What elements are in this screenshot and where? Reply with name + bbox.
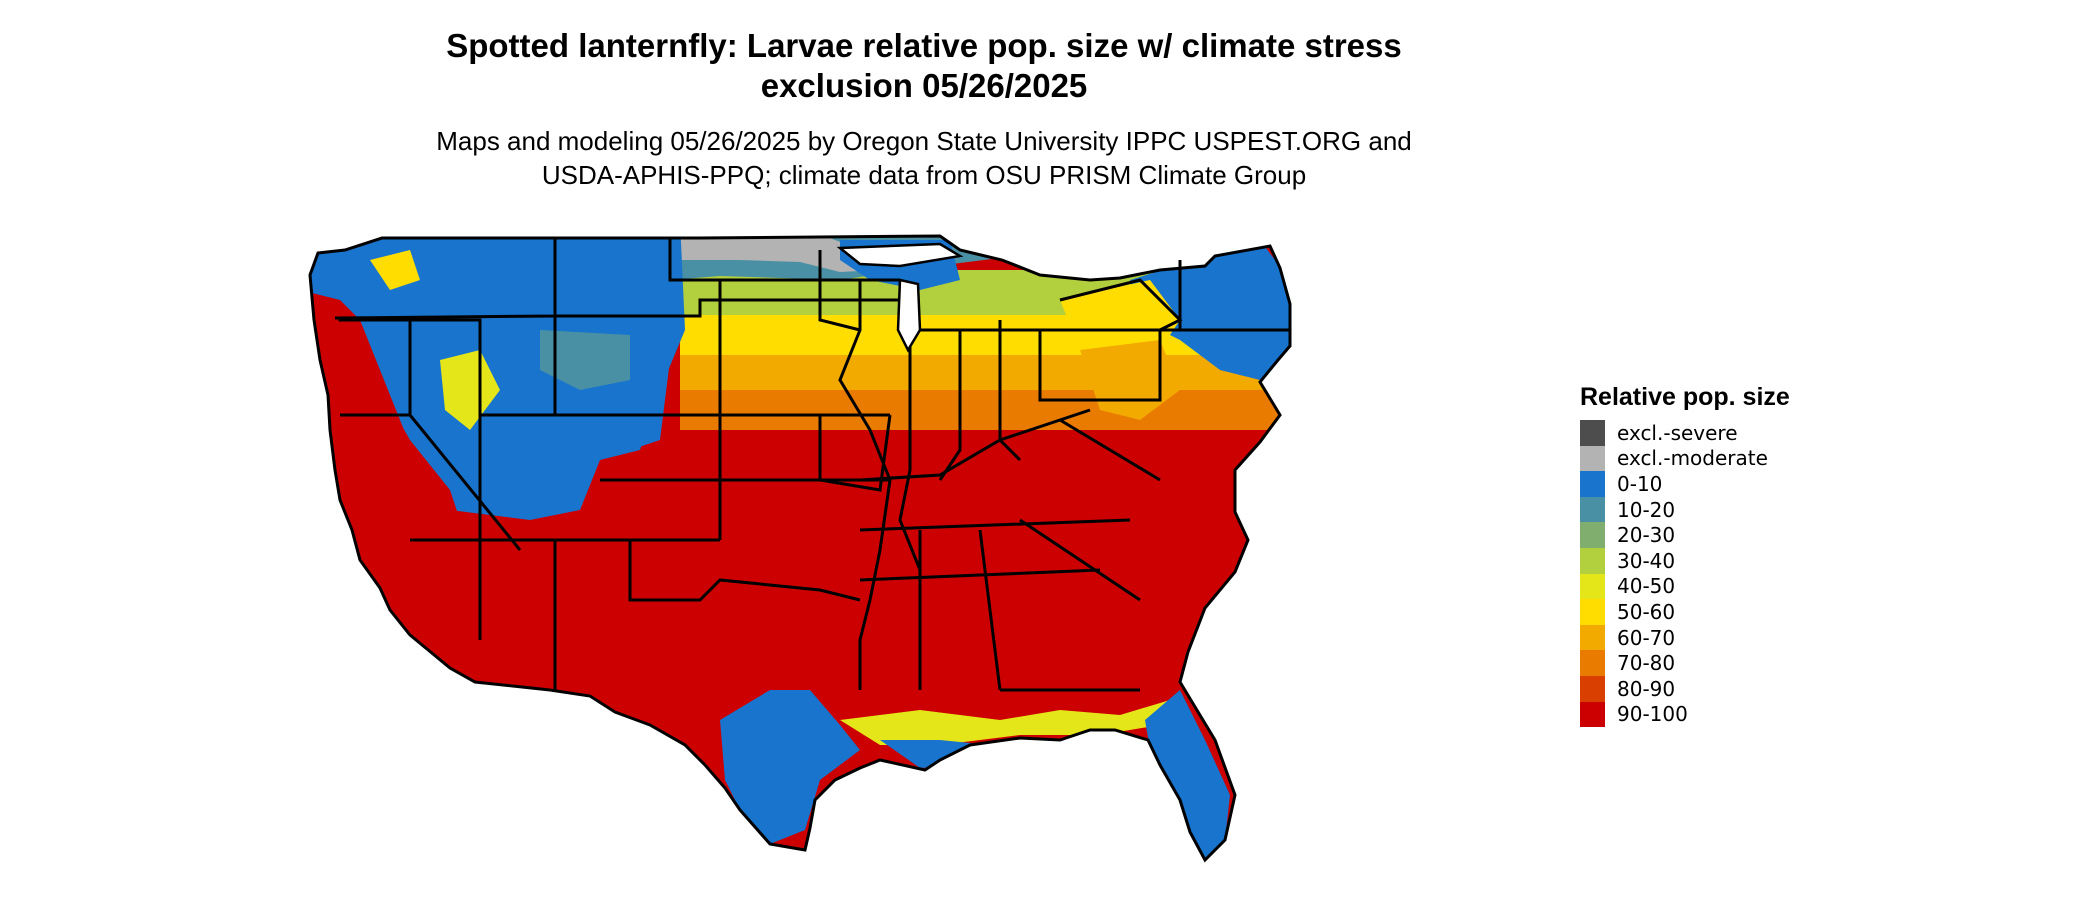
legend-label: 50-60	[1617, 599, 1676, 624]
zone-florida-blue	[1145, 690, 1230, 860]
zone-california-hot	[330, 330, 460, 560]
zone-southwest-hot	[450, 510, 600, 620]
legend-swatch	[1580, 522, 1605, 548]
legend-label: 80-90	[1617, 676, 1676, 701]
zone-excluded-north	[580, 236, 880, 272]
legend-swatch	[1580, 420, 1605, 446]
legend-swatch	[1580, 599, 1605, 625]
map-title-line-1: Spotted lanternfly: Larvae relative pop.…	[446, 27, 1402, 64]
legend-label: 40-50	[1617, 574, 1676, 599]
border-wisconsin	[818, 250, 861, 332]
border-alabama-georgia	[978, 529, 1002, 691]
legend-label: excl.-moderate	[1617, 446, 1768, 471]
legend-label: 90-100	[1617, 702, 1688, 727]
map-title: Spotted lanternfly: Larvae relative pop.…	[0, 26, 1848, 106]
border-newyork	[1059, 278, 1183, 332]
legend-row: 90-100	[1580, 701, 1790, 728]
legend-swatch	[1580, 445, 1605, 472]
legend-swatch	[1580, 624, 1605, 651]
legend-items: excl.-severe excl.-moderate 0-10 10-20 20-30…	[1580, 420, 1790, 728]
map-subtitle-line-2: USDA-APHIS-PPQ; climate data from OSU PR…	[541, 160, 1307, 190]
legend-label: 0-10	[1617, 471, 1663, 496]
border-mississippi-river	[838, 280, 892, 690]
legend-row: 30-40	[1580, 547, 1790, 574]
legend-row: 20-30	[1580, 522, 1790, 548]
us-outline	[308, 234, 1292, 863]
border-midwest-ns	[898, 330, 922, 571]
border-carolinas	[1019, 518, 1141, 602]
state-boundaries	[308, 234, 1292, 863]
legend-swatch	[1580, 471, 1605, 497]
legend-label: 30-40	[1617, 548, 1676, 573]
legend-row: 70-80	[1580, 650, 1790, 676]
legend-label: 60-70	[1617, 625, 1676, 650]
zone-newyork-yellow	[1060, 280, 1180, 360]
border-pennsylvania	[1038, 328, 1162, 402]
border-deep-south	[859, 568, 1101, 582]
legend-row: 40-50	[1580, 573, 1790, 600]
legend-swatch	[1580, 547, 1605, 574]
border-missouri	[818, 414, 892, 492]
legend-row: excl.-moderate	[1580, 445, 1790, 472]
legend-row: 80-90	[1580, 675, 1790, 702]
legend-swatch	[1580, 650, 1605, 676]
border-virginia	[1059, 418, 1161, 482]
legend: Relative pop. size excl.-severe excl.-mod…	[1580, 382, 1790, 728]
map-subtitle: Maps and modeling 05/26/2025 by Oregon S…	[0, 124, 1848, 192]
zone-washington-yellow	[370, 250, 420, 290]
legend-label: excl.-severe	[1617, 420, 1738, 445]
legend-label: 20-30	[1617, 523, 1676, 548]
legend-row: 50-60	[1580, 599, 1790, 625]
border-ohio-river	[859, 408, 1091, 482]
legend-swatch	[1580, 496, 1605, 523]
legend-row: 60-70	[1580, 624, 1790, 651]
us-population-map	[308, 234, 1292, 863]
legend-label: 70-80	[1617, 651, 1676, 676]
legend-swatch	[1580, 573, 1605, 600]
legend-swatch	[1580, 701, 1605, 728]
zone-colorado-teal	[540, 330, 630, 390]
lake-michigan	[896, 278, 922, 353]
map-subtitle-line-1: Maps and modeling 05/26/2025 by Oregon S…	[436, 126, 1412, 156]
legend-row: 0-10	[1580, 471, 1790, 497]
border-texas-oklahoma	[628, 540, 861, 602]
border-dakotas	[668, 238, 900, 282]
legend-label: 10-20	[1617, 497, 1676, 522]
zone-utah-yellow	[440, 350, 500, 430]
population-raster	[310, 236, 1290, 860]
legend-swatch	[1580, 675, 1605, 702]
zone-texas-coast-blue	[720, 690, 860, 844]
border-tennessee	[859, 518, 1131, 532]
map-title-line-2: exclusion 05/26/2025	[760, 67, 1088, 104]
zone-northeast-blue	[1130, 240, 1290, 380]
lake-superior	[836, 242, 964, 268]
legend-row: excl.-severe	[1580, 420, 1790, 446]
legend-title: Relative pop. size	[1580, 383, 1790, 411]
legend-row: 10-20	[1580, 496, 1790, 523]
great-lakes	[836, 242, 964, 353]
